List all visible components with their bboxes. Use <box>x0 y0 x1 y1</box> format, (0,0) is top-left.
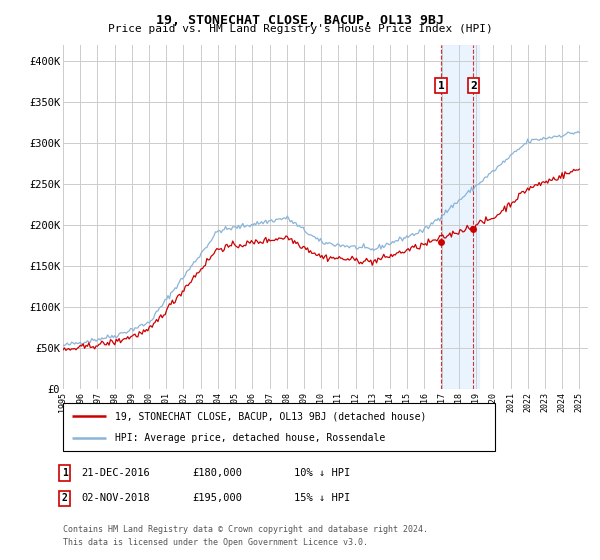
Text: £180,000: £180,000 <box>192 468 242 478</box>
Text: 15% ↓ HPI: 15% ↓ HPI <box>294 493 350 503</box>
Text: 19, STONECHAT CLOSE, BACUP, OL13 9BJ (detached house): 19, STONECHAT CLOSE, BACUP, OL13 9BJ (de… <box>115 411 426 421</box>
Bar <box>441 45 479 389</box>
Text: Price paid vs. HM Land Registry's House Price Index (HPI): Price paid vs. HM Land Registry's House … <box>107 24 493 34</box>
Text: £195,000: £195,000 <box>192 493 242 503</box>
Text: 21-DEC-2016: 21-DEC-2016 <box>81 468 150 478</box>
Text: 02-NOV-2018: 02-NOV-2018 <box>81 493 150 503</box>
Text: This data is licensed under the Open Government Licence v3.0.: This data is licensed under the Open Gov… <box>63 538 368 547</box>
Text: 19, STONECHAT CLOSE, BACUP, OL13 9BJ: 19, STONECHAT CLOSE, BACUP, OL13 9BJ <box>156 14 444 27</box>
Text: 10% ↓ HPI: 10% ↓ HPI <box>294 468 350 478</box>
Text: 1: 1 <box>62 468 68 478</box>
Text: Contains HM Land Registry data © Crown copyright and database right 2024.: Contains HM Land Registry data © Crown c… <box>63 525 428 534</box>
Text: 2: 2 <box>62 493 68 503</box>
Text: HPI: Average price, detached house, Rossendale: HPI: Average price, detached house, Ross… <box>115 433 385 443</box>
Text: 1: 1 <box>437 81 445 91</box>
Text: 2: 2 <box>470 81 477 91</box>
